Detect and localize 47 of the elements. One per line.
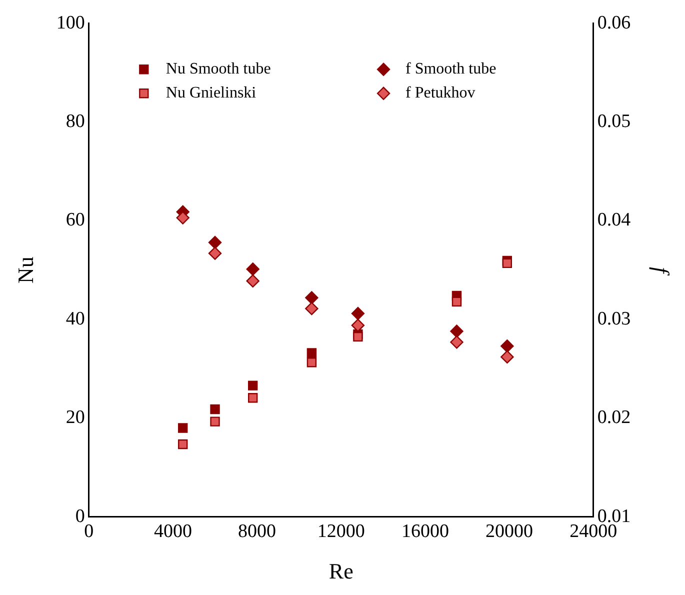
point bbox=[305, 302, 318, 316]
point bbox=[500, 339, 514, 353]
legend-label: f Petukhov bbox=[406, 84, 476, 102]
point bbox=[176, 211, 190, 224]
point bbox=[306, 358, 317, 368]
y2-tick-label: 0.04 bbox=[597, 210, 632, 231]
point bbox=[208, 246, 222, 260]
point bbox=[248, 380, 258, 390]
point bbox=[208, 236, 222, 250]
x-tick-label: 20000 bbox=[486, 521, 534, 542]
point bbox=[450, 336, 464, 349]
legend-label: Nu Smooth tube bbox=[166, 60, 271, 78]
point bbox=[452, 296, 462, 307]
y-tick-label: 80 bbox=[66, 111, 85, 132]
point bbox=[210, 416, 220, 426]
x-axis-title: Re bbox=[328, 558, 354, 584]
point bbox=[210, 404, 220, 414]
x-tick-label: 12000 bbox=[317, 521, 365, 542]
point bbox=[178, 439, 188, 450]
x-tick-label: 4000 bbox=[154, 521, 192, 542]
point bbox=[450, 324, 464, 338]
point bbox=[246, 274, 260, 288]
y-tick-label: 100 bbox=[56, 12, 85, 34]
point bbox=[248, 393, 258, 403]
y2-tick-label: 0.06 bbox=[597, 12, 631, 34]
x-tick-label: 16000 bbox=[401, 521, 449, 542]
y2-axis-title: f bbox=[649, 267, 674, 276]
y2-tick-label: 0.03 bbox=[597, 308, 631, 330]
x-tick-label: 8000 bbox=[238, 521, 276, 542]
point bbox=[178, 423, 188, 433]
y-tick-label: 20 bbox=[66, 407, 85, 428]
point bbox=[351, 306, 365, 320]
point bbox=[246, 262, 260, 276]
point bbox=[305, 291, 318, 304]
point bbox=[351, 318, 365, 332]
legend-label: f Smooth tube bbox=[406, 60, 496, 78]
point bbox=[306, 348, 317, 358]
y-axis-title: Nu bbox=[12, 256, 38, 284]
y-tick-label: 40 bbox=[66, 308, 85, 330]
y-tick-label: 60 bbox=[66, 210, 85, 231]
y2-tick-label: 0.02 bbox=[597, 407, 631, 428]
y2-tick-label: 0.05 bbox=[597, 111, 631, 132]
point bbox=[500, 350, 514, 364]
legend-label: Nu Gnielinski bbox=[166, 84, 257, 102]
y-tick-label: 0 bbox=[75, 506, 85, 527]
point bbox=[353, 332, 363, 342]
point bbox=[502, 258, 512, 268]
